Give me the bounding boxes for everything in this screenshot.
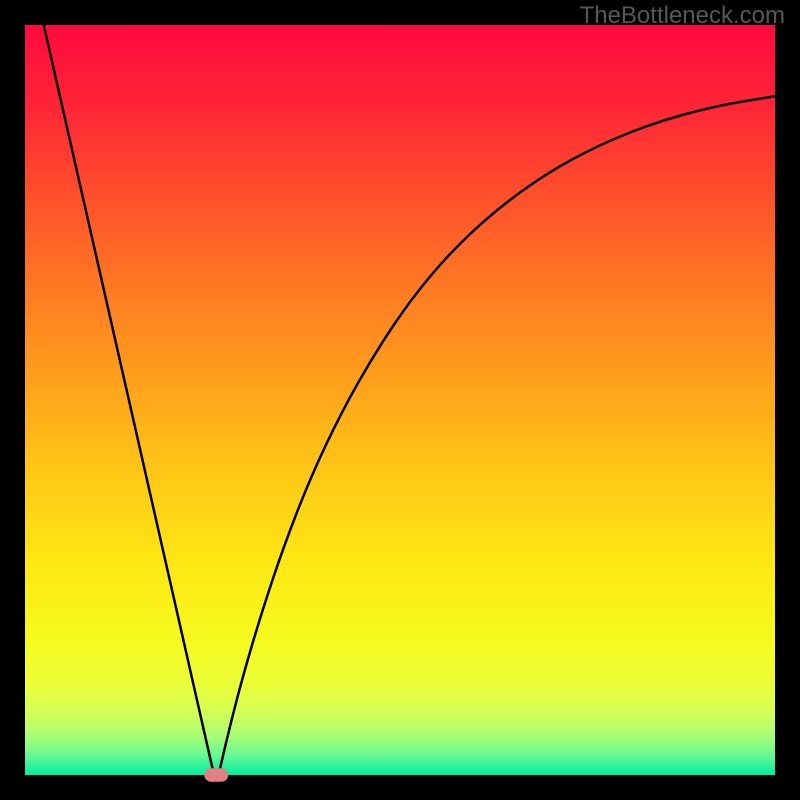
optimal-marker: [204, 768, 228, 782]
bottleneck-chart: [0, 0, 800, 800]
watermark-text: TheBottleneck.com: [580, 2, 785, 30]
chart-container: TheBottleneck.com: [0, 0, 800, 800]
gradient-background: [25, 25, 775, 775]
